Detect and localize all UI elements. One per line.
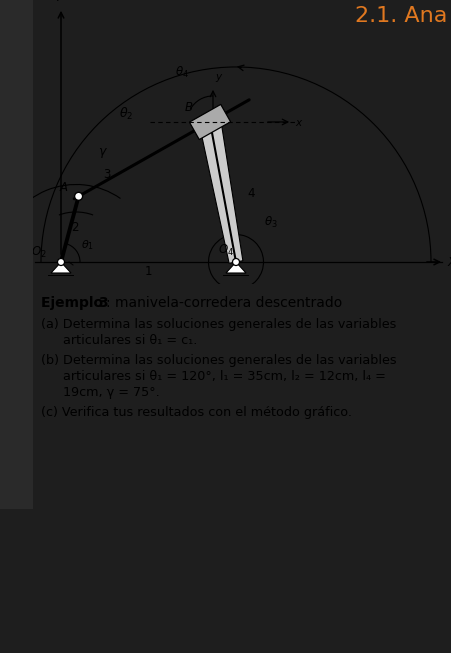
Polygon shape <box>189 104 230 140</box>
Text: 19cm, γ = 75°.: 19cm, γ = 75°. <box>63 386 159 399</box>
Polygon shape <box>199 120 242 263</box>
Text: $\theta_3$: $\theta_3$ <box>263 215 277 230</box>
Polygon shape <box>51 262 71 273</box>
Text: (b) Determina las soluciones generales de las variables: (b) Determina las soluciones generales d… <box>41 354 396 367</box>
Text: $y$: $y$ <box>215 72 223 84</box>
Text: $Y$: $Y$ <box>54 0 64 4</box>
Text: 1: 1 <box>144 266 152 278</box>
Text: 3: 3 <box>103 168 110 181</box>
Text: $B$: $B$ <box>183 101 193 114</box>
Text: $O_2$: $O_2$ <box>31 245 47 260</box>
Text: 4: 4 <box>247 187 254 200</box>
Bar <box>0 283 33 509</box>
Circle shape <box>74 192 83 200</box>
Text: articulares si θ₁ = c₁.: articulares si θ₁ = c₁. <box>63 334 197 347</box>
Text: $\theta_2$: $\theta_2$ <box>119 106 133 122</box>
Text: $A$: $A$ <box>59 182 69 195</box>
Text: 2: 2 <box>71 221 78 234</box>
Circle shape <box>232 259 239 266</box>
Text: $O_4$: $O_4$ <box>217 243 234 258</box>
Text: $X$: $X$ <box>446 257 451 270</box>
Text: 3: 3 <box>98 296 107 310</box>
Bar <box>0 0 33 284</box>
Text: (c) Verifica tus resultados con el método gráfico.: (c) Verifica tus resultados con el métod… <box>41 406 351 419</box>
Polygon shape <box>226 262 245 273</box>
Circle shape <box>57 259 64 266</box>
Text: articulares si θ₁ = 120°, l₁ = 35cm, l₂ = 12cm, l₄ =: articulares si θ₁ = 120°, l₁ = 35cm, l₂ … <box>63 370 385 383</box>
Text: $\gamma$: $\gamma$ <box>98 146 108 160</box>
Text: : manivela-corredera descentrado: : manivela-corredera descentrado <box>106 296 341 310</box>
Text: 2.1. Ana: 2.1. Ana <box>354 6 446 26</box>
Text: (a) Determina las soluciones generales de las variables: (a) Determina las soluciones generales d… <box>41 318 396 331</box>
Text: Ejemplo: Ejemplo <box>41 296 108 310</box>
Text: $x$: $x$ <box>295 118 303 128</box>
Text: $\theta_1$: $\theta_1$ <box>81 238 94 252</box>
Text: $\theta_4$: $\theta_4$ <box>175 65 189 80</box>
